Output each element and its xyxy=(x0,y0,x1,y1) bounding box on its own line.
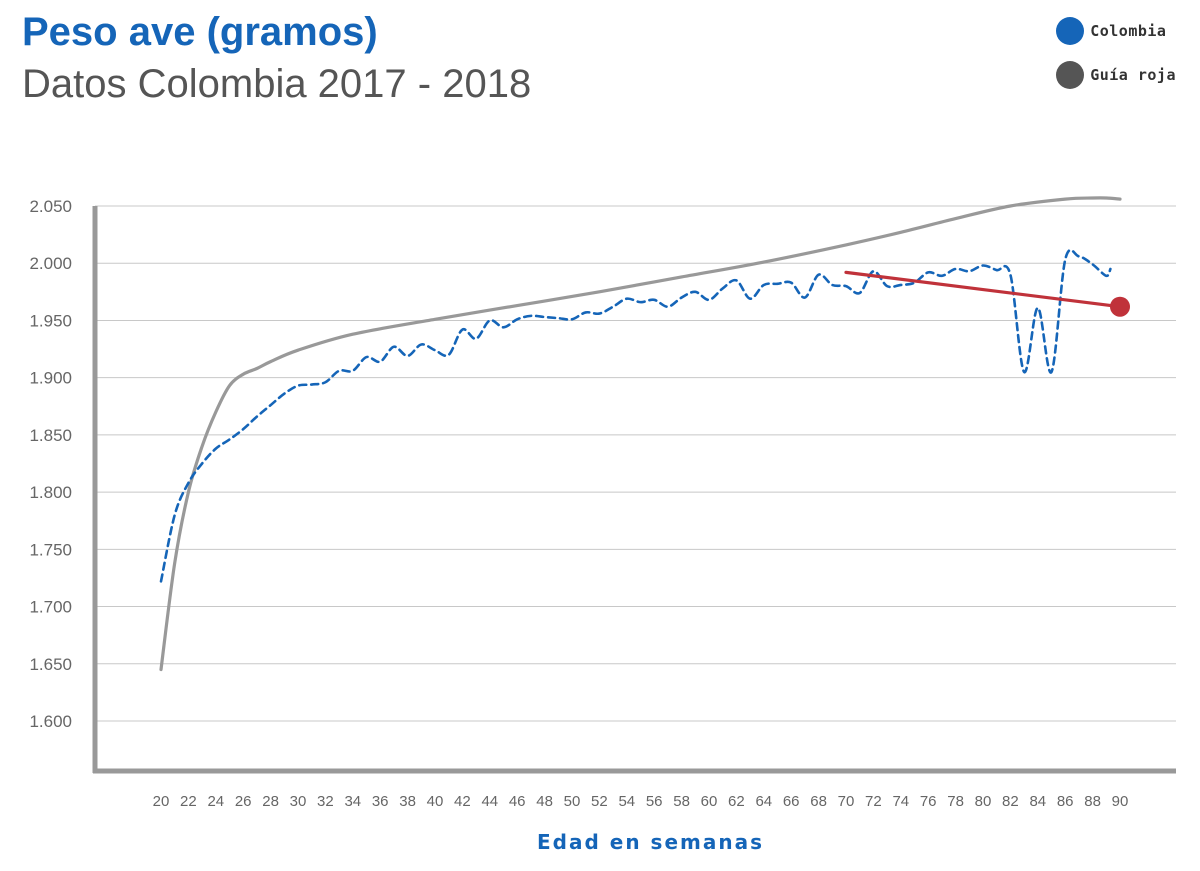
legend-item-guia-roja[interactable]: Guía roja xyxy=(1056,60,1176,90)
legend-swatch-guia-roja xyxy=(1056,61,1085,89)
series-layer xyxy=(159,196,1130,672)
x-tick-label: 64 xyxy=(755,793,772,810)
legend-item-colombia[interactable]: Colombia xyxy=(1056,16,1176,46)
x-tick-label: 82 xyxy=(1002,793,1019,810)
series-line-trend xyxy=(844,270,1122,309)
y-tick-label: 1.700 xyxy=(29,598,72,617)
x-tick-label: 52 xyxy=(591,793,608,810)
y-tick-label: 1.800 xyxy=(29,483,72,502)
x-tick-label: 46 xyxy=(509,793,526,810)
x-tick-label: 50 xyxy=(564,793,581,810)
y-tick-label: 2.050 xyxy=(29,197,72,216)
y-axis-ticks: 1.600 1.650 1.700 1.750 1.800 1.850 1.900 1.950… xyxy=(29,197,72,731)
x-axis-ticks: 20 22 24 26 28 30 32 34 36 38 40 42 44 46 48 50 52 54 56 58… xyxy=(153,793,1129,810)
x-tick-label: 42 xyxy=(454,793,471,810)
x-tick-label: 38 xyxy=(399,793,416,810)
legend-swatch-colombia xyxy=(1056,17,1085,45)
x-tick-label: 40 xyxy=(427,793,444,810)
x-axis-label: Edad en semanas xyxy=(537,830,764,854)
x-tick-label: 54 xyxy=(618,793,635,810)
x-tick-label: 24 xyxy=(207,793,224,810)
x-tick-label: 48 xyxy=(536,793,553,810)
x-tick-label: 74 xyxy=(892,793,909,810)
x-tick-label: 88 xyxy=(1084,793,1101,810)
y-tick-label: 1.600 xyxy=(29,712,72,731)
x-tick-label: 62 xyxy=(728,793,745,810)
x-tick-label: 58 xyxy=(673,793,690,810)
x-tick-label: 60 xyxy=(701,793,718,810)
legend-label-colombia: Colombia xyxy=(1090,22,1167,40)
x-tick-label: 68 xyxy=(810,793,827,810)
x-tick-label: 84 xyxy=(1029,793,1046,810)
x-tick-label: 26 xyxy=(235,793,252,810)
y-tick-label: 1.650 xyxy=(29,655,72,674)
x-tick-label: 76 xyxy=(920,793,937,810)
y-tick-label: 1.900 xyxy=(29,369,72,388)
x-tick-label: 56 xyxy=(646,793,663,810)
x-tick-label: 90 xyxy=(1112,793,1129,810)
y-tick-label: 1.750 xyxy=(29,540,72,559)
chart-title: Peso ave (gramos) xyxy=(22,10,378,54)
gridlines xyxy=(95,205,1176,722)
chart-subtitle: Datos Colombia 2017 - 2018 xyxy=(22,62,532,106)
x-tick-label: 30 xyxy=(290,793,307,810)
x-tick-label: 86 xyxy=(1057,793,1074,810)
x-tick-label: 34 xyxy=(344,793,361,810)
x-tick-label: 36 xyxy=(372,793,389,810)
y-tick-label: 1.850 xyxy=(29,426,72,445)
y-tick-label: 1.950 xyxy=(29,311,72,330)
legend: Colombia Guía roja xyxy=(1056,16,1176,104)
legend-label-guia-roja: Guía roja xyxy=(1090,66,1176,84)
y-tick-label: 2.000 xyxy=(29,254,72,273)
x-tick-label: 28 xyxy=(262,793,279,810)
series-line-gu-a-roja xyxy=(159,196,1122,672)
x-tick-label: 66 xyxy=(783,793,800,810)
series-line-colombia xyxy=(159,248,1112,583)
x-tick-label: 20 xyxy=(153,793,170,810)
x-tick-label: 70 xyxy=(838,793,855,810)
x-tick-label: 32 xyxy=(317,793,334,810)
x-tick-label: 80 xyxy=(975,793,992,810)
x-tick-label: 72 xyxy=(865,793,882,810)
x-tick-label: 44 xyxy=(481,793,498,810)
trend-end-point xyxy=(1110,296,1130,317)
x-tick-label: 78 xyxy=(947,793,964,810)
x-tick-label: 22 xyxy=(180,793,197,810)
